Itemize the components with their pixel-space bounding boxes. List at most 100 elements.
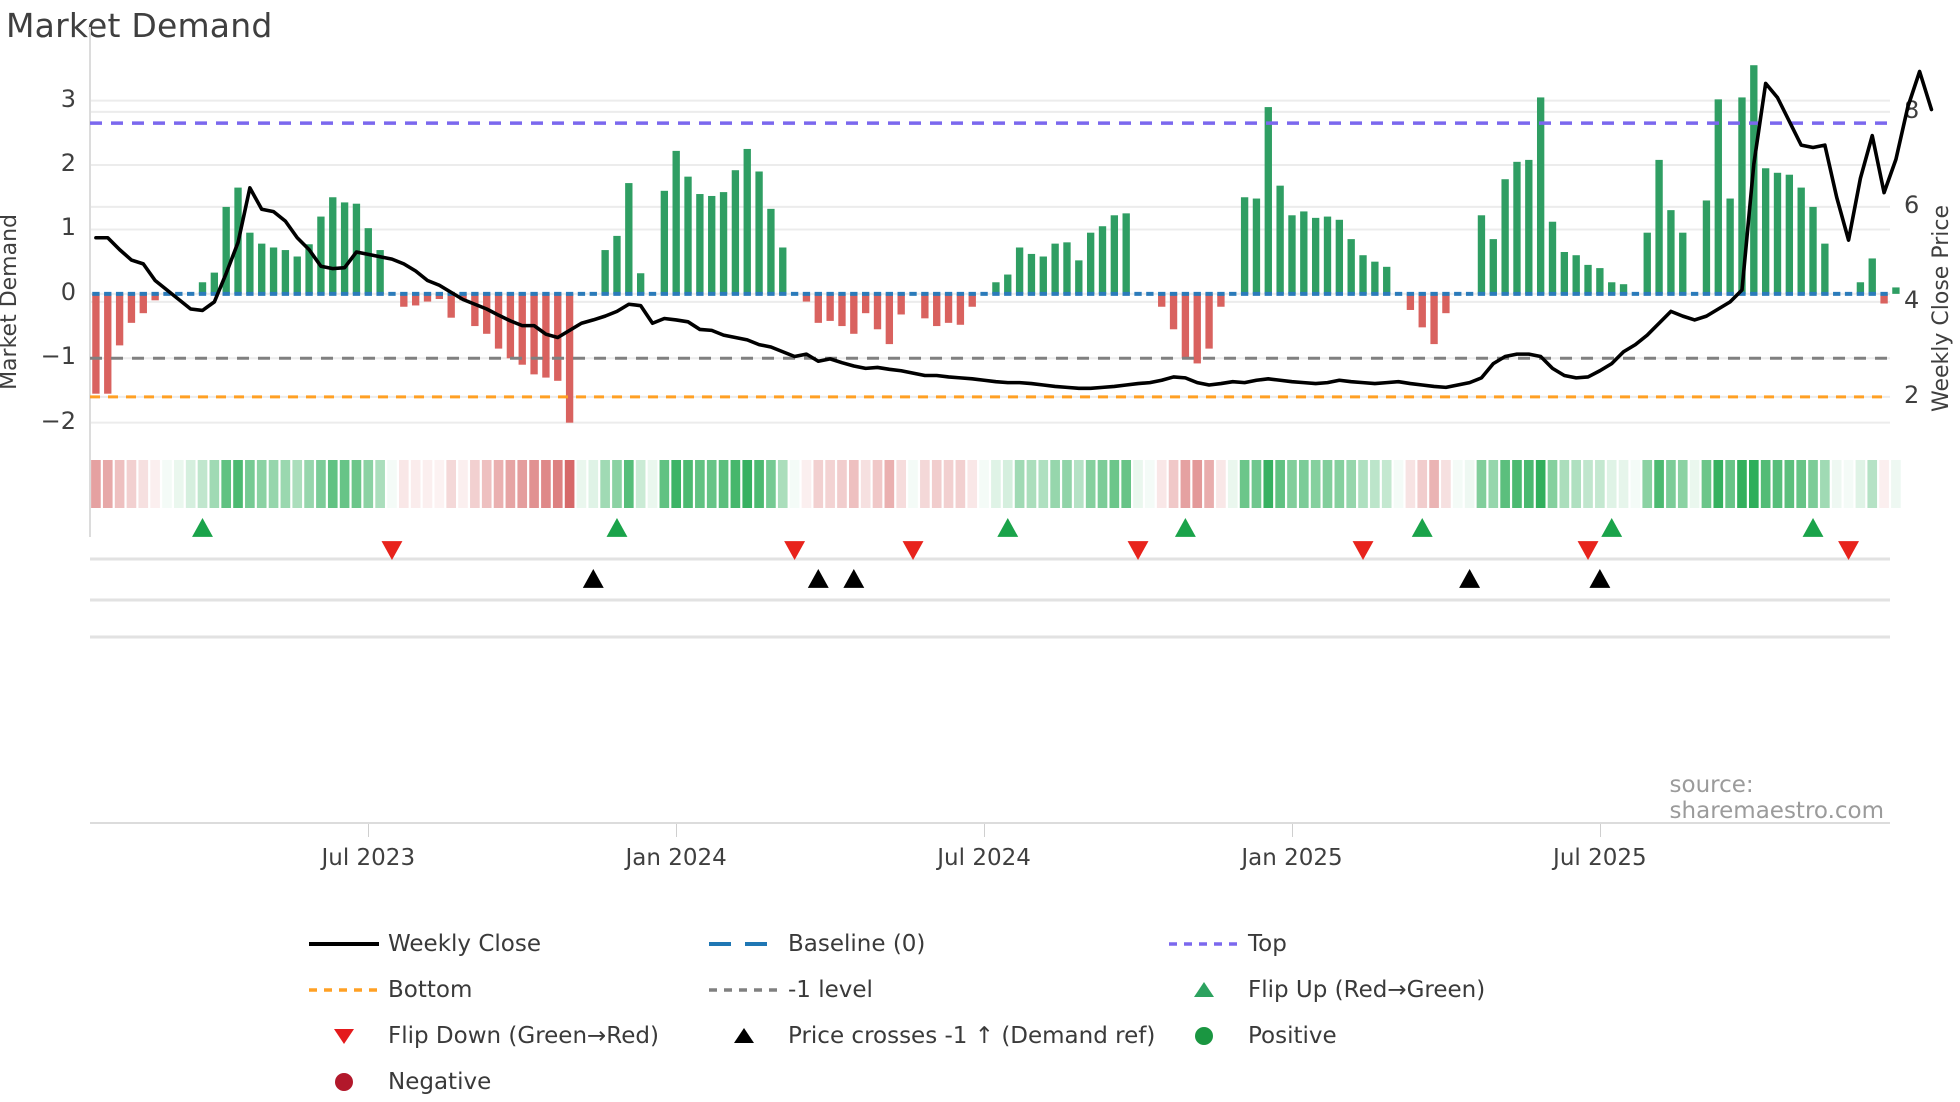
legend-item[interactable]: Negative: [300, 1063, 700, 1101]
demand-bar: [1371, 261, 1379, 294]
heat-cell: [860, 460, 871, 508]
demand-bar: [340, 202, 349, 294]
dashed-line-icon: [709, 942, 779, 946]
heat-cell: [1097, 460, 1108, 508]
heat-cell: [1855, 460, 1866, 508]
legend-item[interactable]: Positive: [1160, 1017, 1580, 1055]
demand-bar: [1276, 185, 1284, 294]
demand-bar: [1098, 226, 1107, 294]
demand-bar: [660, 190, 669, 294]
demand-bar: [814, 293, 822, 323]
demand-bar: [1004, 274, 1012, 294]
heat-cell: [1109, 460, 1120, 508]
flip-down-marker: [1838, 541, 1860, 560]
heat-cell: [1050, 460, 1060, 508]
demand-bar: [1892, 287, 1900, 294]
demand-bar: [1383, 266, 1391, 294]
x-tick: Jul 2023: [321, 845, 416, 871]
heat-cell: [1571, 460, 1582, 508]
legend-item[interactable]: Weekly Close: [300, 925, 700, 963]
demand-bar: [246, 232, 254, 294]
demand-heatmap-strip: [91, 460, 1901, 508]
heat-cell: [1417, 460, 1428, 508]
heat-cell: [1145, 460, 1155, 508]
legend-item[interactable]: Flip Up (Red→Green): [1160, 971, 1580, 1009]
demand-bar: [719, 192, 728, 294]
heat-cell: [813, 460, 824, 508]
heat-cell: [1322, 460, 1333, 508]
heat-cell: [1523, 460, 1534, 508]
heat-cell: [1701, 460, 1712, 508]
heat-cell: [1796, 460, 1807, 508]
marker-rows: [90, 557, 1890, 639]
legend-symbol: [1160, 931, 1248, 957]
heat-cell: [1180, 460, 1191, 508]
demand-bar: [293, 256, 301, 294]
heat-cell: [422, 460, 433, 508]
flip-up-marker: [997, 518, 1019, 537]
demand-bar: [198, 282, 207, 294]
heat-cell: [647, 460, 658, 508]
demand-bar: [921, 293, 929, 319]
legend-label: Positive: [1248, 1023, 1337, 1049]
plot-area: [89, 27, 1934, 657]
demand-bar: [1738, 97, 1746, 294]
demand-bar: [826, 293, 834, 321]
heat-cell: [233, 460, 243, 508]
heat-cell: [801, 460, 812, 508]
legend-item[interactable]: Flip Down (Green→Red): [300, 1017, 700, 1055]
demand-bar: [601, 250, 609, 294]
demand-bar: [1063, 242, 1071, 294]
up-triangle-icon: [734, 1028, 754, 1043]
demand-bar: [565, 293, 574, 423]
heat-cell: [588, 460, 599, 508]
x-axis-spine: [90, 822, 1890, 824]
legend-symbol: [700, 931, 788, 957]
legend-symbol: [300, 1023, 388, 1049]
heat-cell: [1358, 460, 1368, 508]
heat-cell: [316, 460, 326, 508]
legend-item[interactable]: Price crosses -1 ↑ (Demand ref): [700, 1017, 1160, 1055]
demand-bar: [1442, 293, 1450, 314]
demand-bar: [518, 293, 526, 365]
heat-cell: [339, 460, 350, 508]
demand-bar: [1110, 215, 1119, 294]
heat-cell: [280, 460, 291, 508]
legend-label: Flip Up (Red→Green): [1248, 977, 1486, 1003]
demand-bar: [1548, 221, 1557, 294]
demand-bar: [672, 150, 680, 294]
demand-bar: [944, 293, 953, 323]
demand-bar: [968, 293, 976, 307]
heat-cell: [1405, 460, 1416, 508]
heat-cell: [1677, 460, 1688, 508]
reference-lines: [90, 121, 1890, 399]
heat-cell: [91, 460, 101, 508]
heat-cell: [150, 460, 160, 508]
demand-bar: [1809, 206, 1817, 294]
demand-bar: [269, 247, 278, 294]
legend-item[interactable]: Baseline (0): [700, 925, 1160, 963]
y-axis-right-label: Weekly Close Price: [1929, 205, 1954, 412]
legend-item[interactable]: Bottom: [300, 971, 700, 1009]
x-tick-mark: [1291, 823, 1293, 837]
legend-item[interactable]: Top: [1160, 925, 1580, 963]
heat-cell: [659, 460, 670, 508]
heat-cell: [1393, 460, 1404, 508]
heat-cell: [730, 460, 741, 508]
heat-cell: [1310, 460, 1321, 508]
demand-bar: [1158, 293, 1166, 307]
demand-bars: [92, 65, 1900, 423]
demand-bar: [1205, 293, 1213, 349]
demand-bar: [1051, 243, 1059, 294]
legend-item[interactable]: -1 level: [700, 971, 1160, 1009]
heat-cell: [789, 460, 800, 508]
heat-cell: [1346, 460, 1357, 508]
market-demand-chart: [89, 27, 1934, 639]
circle-icon: [335, 1073, 353, 1091]
heat-cell: [517, 460, 528, 508]
demand-bar: [684, 176, 692, 294]
demand-bar: [1726, 198, 1734, 294]
heat-cell: [458, 460, 468, 508]
demand-bar: [423, 293, 432, 302]
